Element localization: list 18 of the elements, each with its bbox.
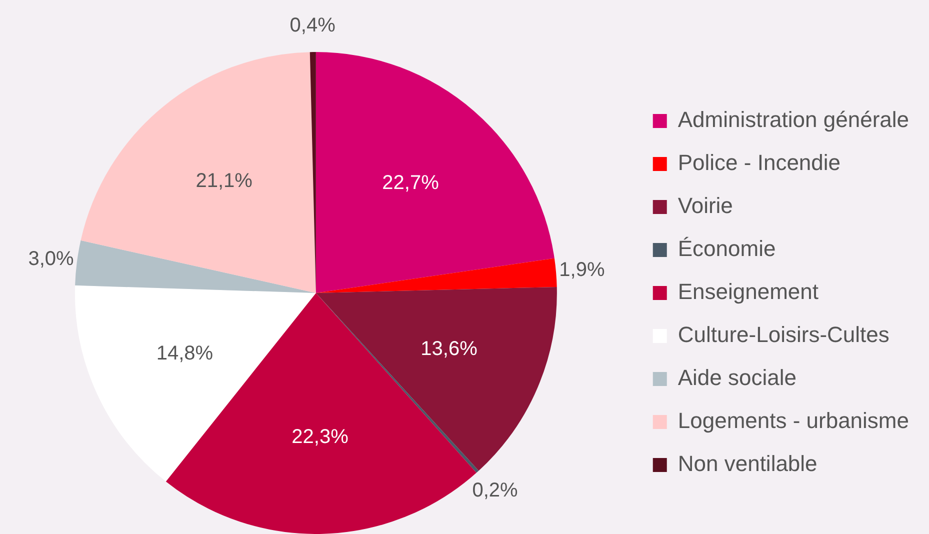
- data-label: 0,4%: [290, 14, 336, 37]
- data-label: 21,1%: [196, 170, 253, 192]
- data-label: 14,8%: [156, 342, 214, 364]
- data-label: 13,6%: [420, 338, 478, 360]
- legend-label: Aide sociale: [678, 365, 797, 390]
- data-label: 22,7%: [382, 172, 440, 194]
- legend-label: Logements - urbanisme: [678, 408, 909, 434]
- data-label: 0,2%: [472, 480, 518, 502]
- legend-label: Économie: [678, 236, 776, 262]
- legend-label: Voirie: [678, 193, 733, 218]
- legend-label: Culture-Loisirs-Cultes: [678, 322, 890, 348]
- legend-label: Enseignement: [678, 279, 819, 304]
- legend-label: Administration générale: [678, 107, 910, 132]
- data-label: 1,9%: [559, 258, 605, 281]
- data-label: 3,0%: [28, 248, 74, 270]
- data-label: 22,3%: [292, 426, 349, 448]
- legend-label: Non ventilable: [678, 451, 818, 476]
- legend-label: Police - Incendie: [678, 150, 841, 176]
